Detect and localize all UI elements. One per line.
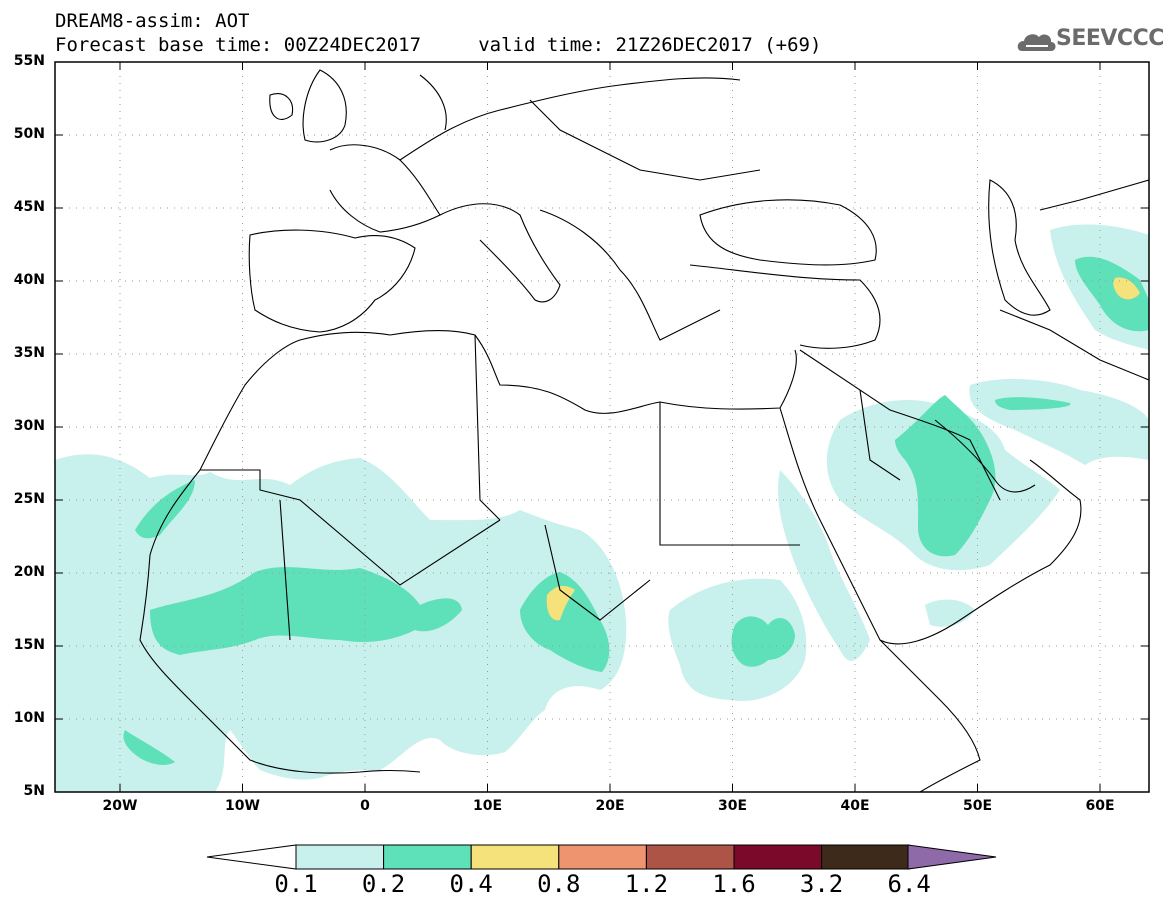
colorbar-box [295, 844, 385, 870]
latitude-label: 30N [13, 418, 45, 434]
graticule [55, 62, 1149, 792]
latitude-label: 45N [13, 199, 45, 215]
colorbar-box [383, 844, 472, 870]
latitude-label: 25N [13, 491, 45, 507]
aot-band-guinea [123, 730, 175, 765]
longitude-label: 40E [840, 798, 870, 814]
colorbar-label: 0.4 [449, 870, 493, 898]
map-title: DREAM8-assim: AOT [55, 10, 250, 32]
longitude-label: 10W [225, 798, 260, 814]
longitude-label: 20E [595, 798, 625, 814]
latitude-label: 10N [13, 710, 45, 726]
latitude-label: 5N [23, 783, 45, 799]
latitude-label: 15N [13, 637, 45, 653]
colorbar-label: 1.2 [624, 870, 669, 898]
colorbar-label: 0.8 [537, 870, 581, 898]
cloud-icon [1017, 34, 1056, 51]
latitude-label: 20N [13, 564, 45, 580]
colorbar-over-arrow [907, 844, 997, 870]
axis-ticks [55, 61, 1149, 793]
colorbar-box [645, 844, 735, 870]
colorbar-box [558, 844, 647, 870]
colorbar-label: 0.2 [361, 870, 406, 898]
aot-band-chad [520, 572, 610, 672]
colorbar-box [470, 844, 560, 870]
colorbar-label: 0.1 [274, 870, 318, 898]
latitude-label: 50N [13, 126, 45, 142]
aot-band-caspian [1075, 256, 1149, 332]
aot-band-sudan [731, 616, 795, 667]
colorbar-box [821, 844, 910, 870]
longitude-label: 50E [962, 798, 993, 814]
aot-area-yemen [925, 599, 975, 627]
aot-band-mauritania [135, 480, 195, 539]
latitude-label: 35N [13, 345, 45, 361]
longitude-label: 30E [717, 798, 748, 814]
longitude-label: 10E [472, 798, 503, 814]
aot-peak-caspian [1113, 277, 1140, 300]
colorbar-label: 1.6 [712, 870, 756, 898]
aot-contours [55, 224, 1149, 792]
longitude-label: 20W [102, 798, 138, 814]
coastlines [139, 69, 1149, 792]
colorbar-under-arrow [206, 844, 297, 870]
colorbar-label: 6.4 [887, 870, 931, 898]
aot-area-redsea [778, 470, 870, 661]
latitude-label: 55N [13, 53, 45, 69]
aot-band-arabia [895, 395, 996, 557]
colorbar-box [733, 844, 823, 870]
aot-peak-chad [546, 585, 575, 621]
aot-band-iran [995, 397, 1071, 410]
latitude-label: 40N [13, 272, 45, 288]
logo-text: SEEVCCC [1056, 26, 1164, 51]
longitude-label: 0 [360, 798, 370, 814]
colorbar [206, 844, 997, 870]
forecast-times: Forecast base time: 00Z24DEC2017 valid t… [55, 34, 822, 56]
aot-band-sahel [150, 567, 462, 655]
longitude-label: 60E [1085, 798, 1115, 814]
colorbar-label: 3.2 [799, 870, 844, 898]
